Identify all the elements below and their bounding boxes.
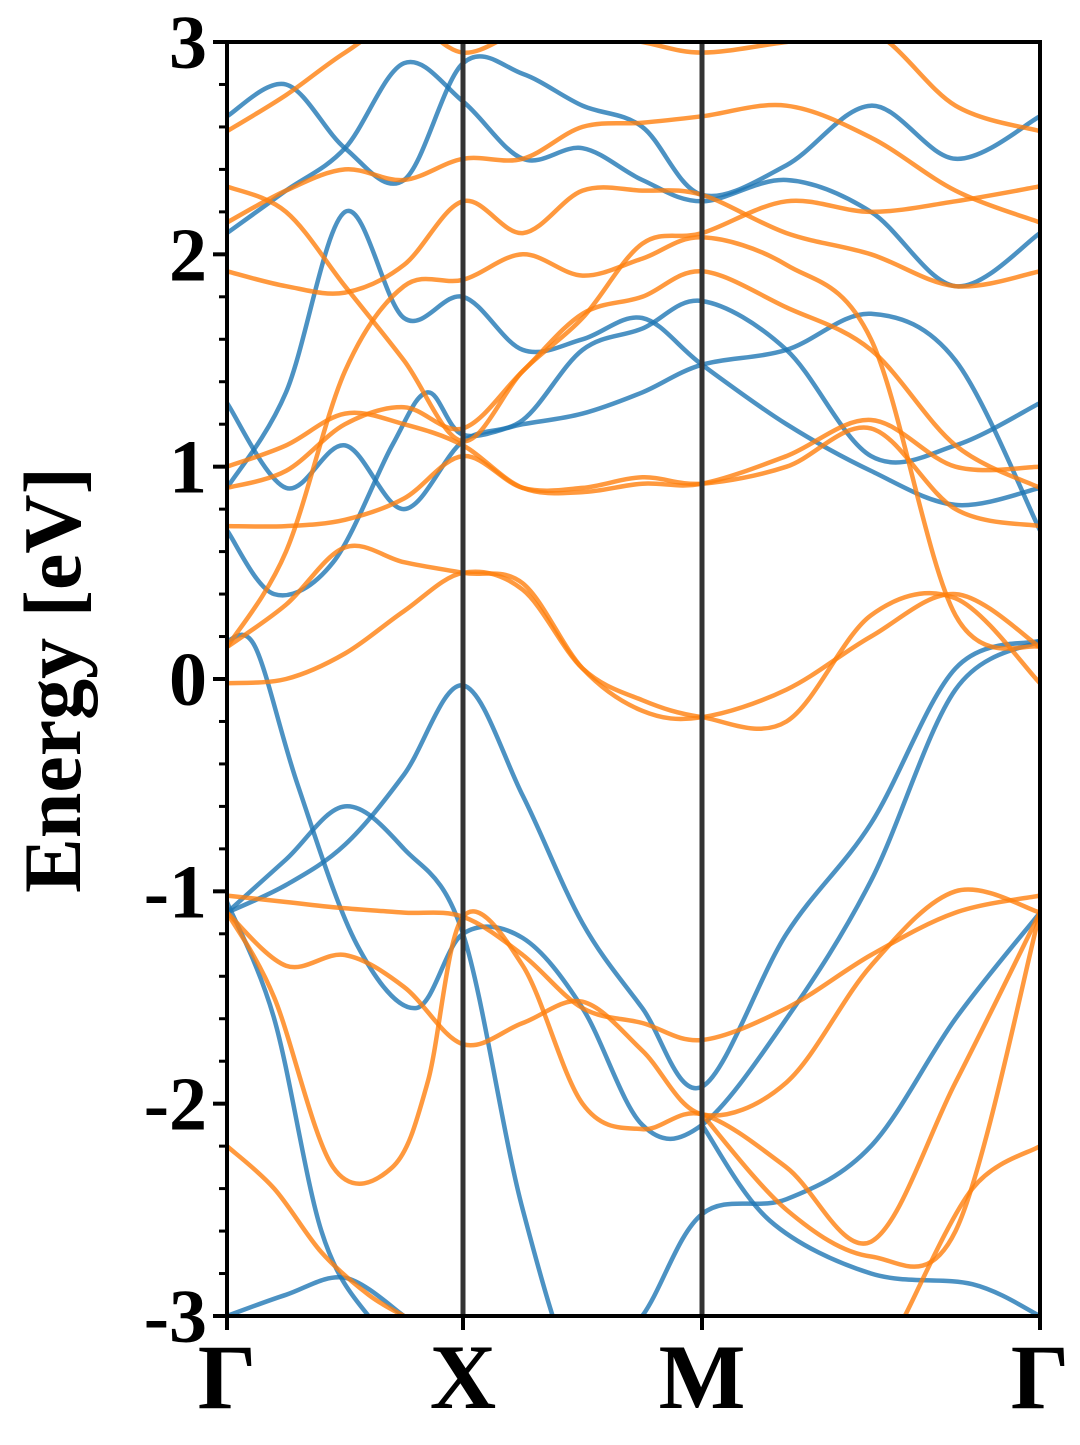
x-tick-label-Γ: Γ [198,1326,257,1428]
y-axis-label: Energy [eV] [7,467,98,893]
y-tick-label: 3 [169,1,207,85]
y-tick-label: 0 [169,638,207,722]
band-line-blue-5 [700,1123,1040,1316]
band-line-orange-23 [227,909,1040,1246]
x-tick-label-X: X [430,1326,496,1428]
y-ticks: 3 2 1 0 -1 -2 -3 [144,1,227,1359]
band-line-orange-26 [902,1144,1040,1316]
y-tick-label: 2 [169,213,207,297]
band-line-blue-2 [227,804,1040,1316]
band-line-orange-25 [700,912,1040,1269]
band-line-orange-18 [227,184,1040,444]
band-line-orange-14 [227,410,1040,496]
high-symmetry-dividers [460,42,705,1316]
band-line-blue-6 [227,311,1040,598]
band-line-blue-9 [227,59,1040,289]
band-line-orange-20 [227,42,1040,134]
y-tick-label: -3 [144,1275,207,1359]
band-line-orange-22 [227,887,1040,1118]
y-tick-label: -2 [144,1063,207,1147]
band-line-orange-21 [227,893,1040,1043]
band-line-blue-4 [227,1274,406,1316]
y-tick-label: -1 [144,850,207,934]
series-layer [227,42,1040,1316]
band-line-blue-0 [227,638,1040,1091]
axes-layer [225,40,1042,1318]
band-line-orange-16 [227,235,1040,651]
y-tick-label: 1 [169,426,207,510]
band-line-orange-24 [227,1144,406,1316]
band-line-blue-8 [227,208,1040,508]
x-tick-label-M: M [659,1326,746,1428]
band-line-blue-3 [227,901,372,1316]
band-line-orange-19 [227,102,1040,225]
band-line-blue-7 [227,298,1040,512]
band-line-orange-17 [227,185,1040,296]
band-line-blue-1 [227,632,1040,1142]
x-tick-label-Γ: Γ [1011,1326,1070,1428]
band-line-orange-15 [227,269,1040,491]
band-line-orange-12 [227,543,1040,722]
plot-frame [225,40,1042,1318]
band-line-orange-13 [227,425,1040,529]
band-line-blue-10 [227,54,1040,199]
